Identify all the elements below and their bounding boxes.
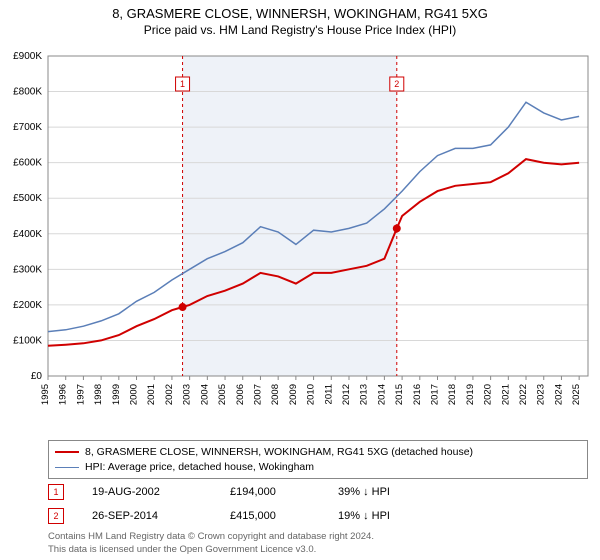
- sale-row-2: 2 26-SEP-2014 £415,000 19% ↓ HPI: [48, 504, 588, 528]
- chart-svg: £0£100K£200K£300K£400K£500K£600K£700K£80…: [48, 46, 588, 406]
- sale-price-2: £415,000: [230, 510, 310, 522]
- svg-text:2001: 2001: [146, 384, 157, 405]
- sale-hpi-2: 19% ↓ HPI: [338, 510, 418, 522]
- svg-text:2010: 2010: [306, 384, 317, 405]
- svg-text:2013: 2013: [359, 384, 370, 405]
- footer: Contains HM Land Registry data © Crown c…: [48, 531, 374, 556]
- svg-text:2007: 2007: [252, 384, 263, 405]
- legend-row-property: 8, GRASMERE CLOSE, WINNERSH, WOKINGHAM, …: [55, 445, 581, 460]
- sale-marker-2: 2: [48, 508, 64, 524]
- svg-text:1999: 1999: [111, 384, 122, 405]
- svg-text:2015: 2015: [394, 384, 405, 405]
- svg-text:£900K: £900K: [13, 51, 42, 62]
- legend-swatch-property: [55, 451, 79, 453]
- sale-marker-1-num: 1: [53, 487, 58, 497]
- svg-text:2020: 2020: [483, 384, 494, 405]
- legend-row-hpi: HPI: Average price, detached house, Woki…: [55, 460, 581, 475]
- svg-text:2: 2: [394, 79, 399, 89]
- chart-container: 8, GRASMERE CLOSE, WINNERSH, WOKINGHAM, …: [0, 0, 600, 560]
- title-line-2: Price paid vs. HM Land Registry's House …: [0, 23, 600, 37]
- svg-text:2004: 2004: [199, 384, 210, 405]
- legend-box: 8, GRASMERE CLOSE, WINNERSH, WOKINGHAM, …: [48, 440, 588, 479]
- sale-hpi-1: 39% ↓ HPI: [338, 486, 418, 498]
- svg-text:£800K: £800K: [13, 87, 42, 98]
- svg-text:£100K: £100K: [13, 335, 42, 346]
- legend-swatch-hpi: [55, 467, 79, 468]
- svg-text:2017: 2017: [430, 384, 441, 405]
- sale-marker-2-num: 2: [53, 511, 58, 521]
- svg-text:1997: 1997: [75, 384, 86, 405]
- svg-text:£500K: £500K: [13, 193, 42, 204]
- svg-text:2016: 2016: [412, 384, 423, 405]
- footer-line-2: This data is licensed under the Open Gov…: [48, 544, 374, 556]
- sale-row-1: 1 19-AUG-2002 £194,000 39% ↓ HPI: [48, 480, 588, 504]
- svg-text:£300K: £300K: [13, 264, 42, 275]
- svg-text:2000: 2000: [129, 384, 140, 405]
- chart-area: £0£100K£200K£300K£400K£500K£600K£700K£80…: [48, 46, 588, 406]
- svg-text:1996: 1996: [58, 384, 69, 405]
- svg-text:2014: 2014: [376, 384, 387, 405]
- svg-text:2002: 2002: [164, 384, 175, 405]
- title-line-1: 8, GRASMERE CLOSE, WINNERSH, WOKINGHAM, …: [0, 6, 600, 21]
- svg-text:2008: 2008: [270, 384, 281, 405]
- svg-text:2018: 2018: [447, 384, 458, 405]
- svg-text:2024: 2024: [553, 384, 564, 405]
- svg-text:2025: 2025: [571, 384, 582, 405]
- svg-text:£700K: £700K: [13, 122, 42, 133]
- svg-text:2022: 2022: [518, 384, 529, 405]
- svg-text:1995: 1995: [40, 384, 51, 405]
- svg-text:1998: 1998: [93, 384, 104, 405]
- svg-text:£200K: £200K: [13, 300, 42, 311]
- legend-label-property: 8, GRASMERE CLOSE, WINNERSH, WOKINGHAM, …: [85, 445, 473, 460]
- svg-text:£0: £0: [31, 371, 43, 382]
- sale-date-2: 26-SEP-2014: [92, 510, 202, 522]
- svg-text:2019: 2019: [465, 384, 476, 405]
- sale-marker-1: 1: [48, 484, 64, 500]
- sale-date-1: 19-AUG-2002: [92, 486, 202, 498]
- svg-text:2009: 2009: [288, 384, 299, 405]
- legend-label-hpi: HPI: Average price, detached house, Woki…: [85, 460, 314, 475]
- sales-table: 1 19-AUG-2002 £194,000 39% ↓ HPI 2 26-SE…: [48, 480, 588, 528]
- svg-text:£600K: £600K: [13, 158, 42, 169]
- svg-text:2006: 2006: [235, 384, 246, 405]
- svg-text:2011: 2011: [323, 384, 334, 404]
- svg-text:£400K: £400K: [13, 229, 42, 240]
- svg-text:1: 1: [180, 79, 185, 89]
- svg-text:2023: 2023: [536, 384, 547, 405]
- svg-text:2003: 2003: [182, 384, 193, 405]
- svg-text:2012: 2012: [341, 384, 352, 405]
- footer-line-1: Contains HM Land Registry data © Crown c…: [48, 531, 374, 543]
- svg-text:2005: 2005: [217, 384, 228, 405]
- title-block: 8, GRASMERE CLOSE, WINNERSH, WOKINGHAM, …: [0, 0, 600, 37]
- sale-price-1: £194,000: [230, 486, 310, 498]
- svg-text:2021: 2021: [500, 384, 511, 405]
